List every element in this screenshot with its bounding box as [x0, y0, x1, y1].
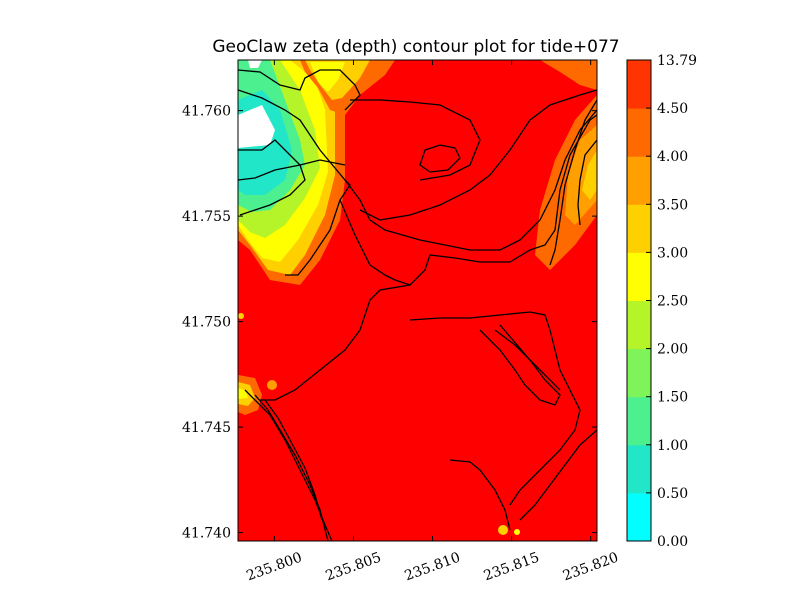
- x-tick-label-3: 235.815: [482, 550, 542, 585]
- colorbar-tick-label-3: 1.50: [657, 390, 688, 406]
- colorbar-level-5: [627, 252, 651, 301]
- south-spot-2: [514, 529, 520, 535]
- colorbar-level-0: [627, 493, 651, 542]
- chart-title: GeoClaw zeta (depth) contour plot for ti…: [212, 37, 619, 57]
- y-tick-label-3: 41.755: [182, 209, 231, 225]
- colorbar-tick-label-6: 3.00: [657, 245, 688, 261]
- south-spot: [498, 525, 508, 535]
- colorbar-level-2: [627, 397, 651, 446]
- colorbar-tick-label-1: 0.50: [657, 486, 688, 502]
- colorbar-tick-label-10: 13.79: [657, 53, 697, 69]
- colorbar-level-8: [627, 108, 651, 157]
- colorbar-level-6: [627, 204, 651, 253]
- colorbar-tick-label-5: 2.50: [657, 294, 688, 310]
- colorbar-level-7: [627, 156, 651, 205]
- y-tick-label-4: 41.760: [182, 104, 231, 120]
- colorbar-tick-label-7: 3.50: [657, 197, 688, 213]
- colorbar-level-1: [627, 445, 651, 494]
- colorbar-level-3: [627, 349, 651, 398]
- colorbar-level-4: [627, 301, 651, 350]
- colorbar-tick-label-0: 0.00: [657, 534, 688, 550]
- x-tick-label-4: 235.820: [561, 550, 621, 585]
- x-tick-label-2: 235.810: [403, 550, 463, 585]
- wi-spot: [267, 380, 277, 390]
- plot-area: [238, 60, 597, 541]
- colorbar: 0.00 0.50 1.00 1.50 2.00 2.50 3.00 3.50 4.00 4.50…: [627, 53, 697, 550]
- y-tick-label-1: 41.745: [182, 420, 231, 436]
- colorbar-tick-label-2: 1.00: [657, 438, 688, 454]
- wi-spot-2: [238, 313, 244, 319]
- colorbar-level-9: [627, 60, 651, 109]
- colorbar-tick-label-8: 4.00: [657, 149, 688, 165]
- x-tick-label-1: 235.805: [324, 550, 384, 585]
- y-tick-label-0: 41.740: [182, 526, 231, 542]
- colorbar-tick-label-4: 2.00: [657, 342, 688, 358]
- y-tick-label-2: 41.750: [182, 315, 231, 331]
- x-tick-label-0: 235.800: [244, 550, 304, 585]
- colorbar-tick-label-9: 4.50: [657, 101, 688, 117]
